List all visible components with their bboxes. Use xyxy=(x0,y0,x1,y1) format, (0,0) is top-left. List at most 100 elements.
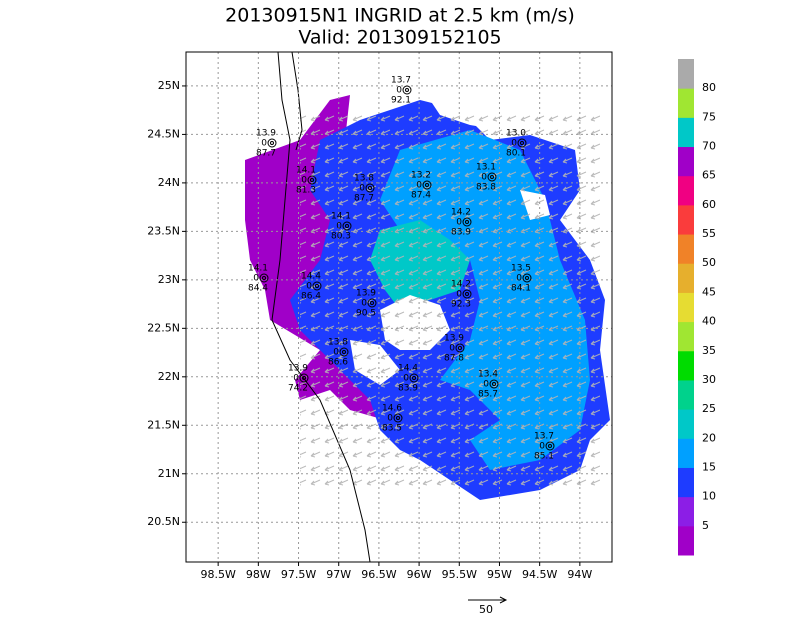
sonde-marker xyxy=(405,88,409,92)
sonde-level: 0 xyxy=(449,344,455,354)
sonde-pressure: 80.1 xyxy=(506,149,526,159)
sonde-level: 0 xyxy=(483,380,489,390)
barrier-island xyxy=(291,52,303,151)
x-tick-label: 96.5W xyxy=(361,568,396,581)
wind-field xyxy=(245,52,610,562)
x-tick-label: 97W xyxy=(326,568,351,581)
colorbar-bin xyxy=(678,234,694,264)
colorbar-bin xyxy=(678,59,694,89)
sonde-level: 0 xyxy=(253,274,259,284)
sonde-level: 0 xyxy=(261,139,267,149)
colorbar-bin xyxy=(678,146,694,177)
sonde-marker xyxy=(462,217,472,227)
sonde-pressure: 85.7 xyxy=(478,390,498,400)
sondes: 13.7092.113.9087.713.0080.114.1081.313.8… xyxy=(248,76,555,462)
y-tick-label: 24.5N xyxy=(147,127,180,140)
sonde-marker xyxy=(342,350,346,354)
x-tick-label: 98W xyxy=(246,568,271,581)
sonde-level: 0 xyxy=(481,173,487,183)
sonde-marker xyxy=(458,346,462,350)
sonde-marker xyxy=(409,373,419,383)
sonde-marker xyxy=(342,221,352,231)
subtitle: Valid: 201309152105 xyxy=(298,27,501,49)
sonde-level: 0 xyxy=(306,282,312,292)
x-tick-label: 94W xyxy=(567,568,592,581)
sonde-pressure: 92.1 xyxy=(391,96,411,106)
sonde-marker xyxy=(548,444,552,448)
x-tick-label: 98.5W xyxy=(200,568,235,581)
colorbar-label: 40 xyxy=(702,315,716,328)
sonde-marker xyxy=(525,276,529,280)
sonde-level: 0 xyxy=(333,348,339,358)
sonde-speed: 14.4 xyxy=(301,272,321,282)
sonde-pressure: 83.9 xyxy=(398,384,418,394)
sonde-marker xyxy=(299,373,309,383)
sonde-speed: 13.7 xyxy=(534,432,554,442)
sonde-marker xyxy=(365,183,375,193)
colorbar-bin xyxy=(678,379,694,410)
sonde-speed: 14.4 xyxy=(398,364,418,374)
colorbar-label: 35 xyxy=(702,344,716,357)
title: 20130915N1 INGRID at 2.5 km (m/s) xyxy=(225,5,575,27)
sonde-pressure: 84.1 xyxy=(511,284,531,294)
sonde-marker xyxy=(270,141,274,145)
sonde-marker xyxy=(465,292,469,296)
sonde-pressure: 83.9 xyxy=(451,228,471,238)
y-tick-label: 24N xyxy=(158,176,180,189)
sonde-marker xyxy=(425,183,429,187)
sonde-speed: 13.9 xyxy=(256,129,276,139)
sonde-marker xyxy=(393,413,403,423)
colorbar-label: 75 xyxy=(702,110,716,123)
sonde-pressure: 83.5 xyxy=(382,424,402,434)
sonde-pressure: 87.4 xyxy=(411,191,431,201)
colorbar-label: 50 xyxy=(702,256,716,269)
x-tick-label: 95.5W xyxy=(442,568,477,581)
sonde-speed: 13.0 xyxy=(506,129,526,139)
sonde-marker xyxy=(267,138,277,148)
sonde-speed: 14.6 xyxy=(382,404,402,414)
colorbar-bin xyxy=(678,292,694,323)
x-tick-label: 96W xyxy=(407,568,432,581)
x-tick-label: 94.5W xyxy=(522,568,557,581)
sonde-marker xyxy=(412,376,416,380)
sonde-marker xyxy=(310,178,314,182)
scale-label: 50 xyxy=(479,603,493,616)
colorbar-bin xyxy=(678,350,694,381)
sonde-level: 0 xyxy=(456,290,462,300)
y-tick-label: 21.5N xyxy=(147,418,180,431)
sonde-speed: 13.9 xyxy=(356,289,376,299)
sonde-pressure: 90.5 xyxy=(356,309,376,319)
sonde-speed: 13.8 xyxy=(328,338,348,348)
frame xyxy=(185,51,613,563)
colorbar-label: 60 xyxy=(702,198,716,211)
sonde-speed: 14.1 xyxy=(331,212,351,222)
sonde-level: 0 xyxy=(456,218,462,228)
sonde-marker xyxy=(517,138,527,148)
sonde-pressure: 83.8 xyxy=(476,183,496,193)
sonde-speed: 13.9 xyxy=(288,364,308,374)
sonde-speed: 14.2 xyxy=(451,208,471,218)
sonde-level: 0 xyxy=(516,274,522,284)
sonde-level: 0 xyxy=(511,139,517,149)
y-tick-label: 21N xyxy=(158,467,180,480)
colorbar-bin xyxy=(678,263,694,293)
colorbar-label: 65 xyxy=(702,169,716,182)
sonde-marker xyxy=(455,343,465,353)
y-tick-label: 25N xyxy=(158,79,180,92)
sonde-marker xyxy=(370,301,374,305)
colorbar-bin xyxy=(678,321,694,352)
sonde-pressure: 81.3 xyxy=(296,186,316,196)
colorbar-bin xyxy=(678,438,694,468)
sonde-level: 0 xyxy=(387,414,393,424)
sonde-level: 0 xyxy=(396,86,402,96)
colorbar-label: 10 xyxy=(702,490,716,503)
sonde-level: 0 xyxy=(539,442,545,452)
colorbar-label: 25 xyxy=(702,402,716,415)
sonde-speed: 14.1 xyxy=(296,166,316,176)
sonde-speed: 13.4 xyxy=(478,370,498,380)
sonde-marker xyxy=(307,175,317,185)
colorbar-bin xyxy=(678,204,694,235)
x-tick-label: 95W xyxy=(487,568,512,581)
sonde-marker xyxy=(522,273,532,283)
sonde-marker xyxy=(492,382,496,386)
